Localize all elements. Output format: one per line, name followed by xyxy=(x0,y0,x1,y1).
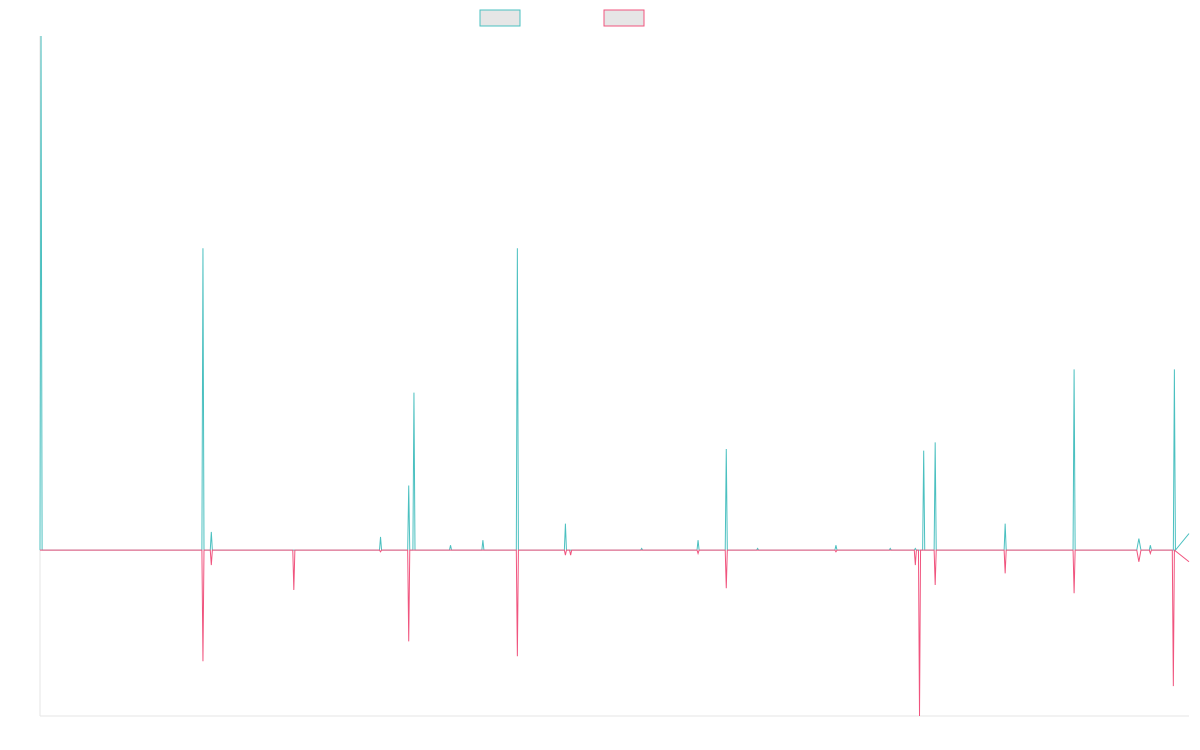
plot-area xyxy=(39,35,1190,717)
legend-swatch-series-2[interactable] xyxy=(603,9,645,27)
legend-swatch-series-1[interactable] xyxy=(479,9,521,27)
series-line-2 xyxy=(40,549,1190,717)
chart-axes xyxy=(39,36,1189,717)
series-line-1 xyxy=(39,35,1190,552)
legend xyxy=(479,9,645,27)
